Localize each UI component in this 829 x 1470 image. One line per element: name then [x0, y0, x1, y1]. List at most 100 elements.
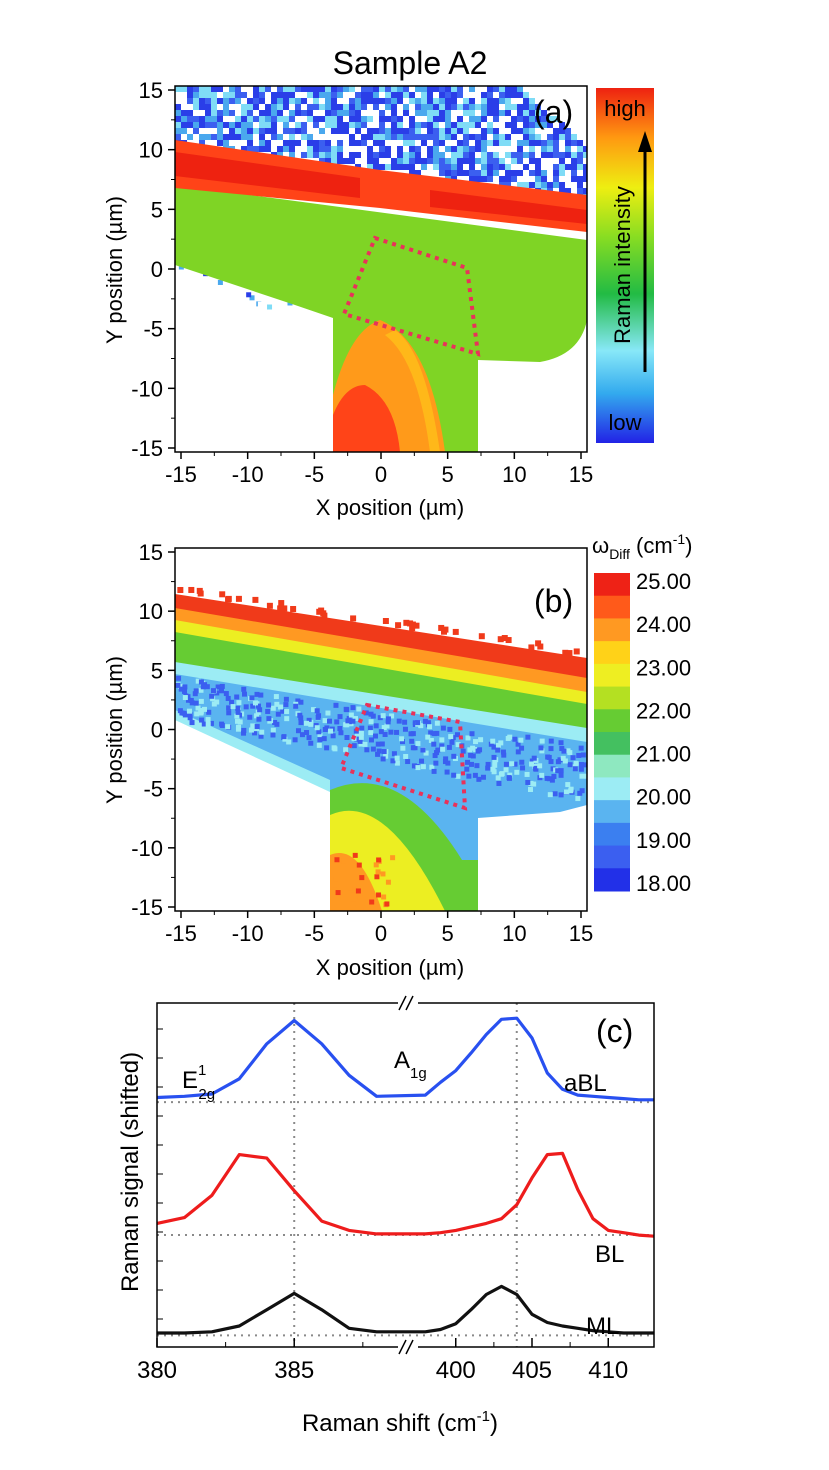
orange-band-b — [175, 607, 587, 692]
peak-label-a1g-sub: 1g — [410, 1065, 427, 1082]
colorbar-a-high: high — [604, 96, 646, 121]
x-tick-label-a: -5 — [305, 462, 325, 487]
panel-c: 380 385 400 405 410 (c) E1 2g A1g aBL BL ML R… — [117, 995, 655, 1437]
cyan-lower-edge-b — [175, 710, 330, 792]
axes-b: -15 -10 -5 0 5 10 15 15 10 5 0 -5 -10 -15 — [131, 540, 593, 946]
x-tick-label-b: 15 — [569, 921, 593, 946]
y-tick-label-a: 5 — [151, 197, 163, 222]
colorbar-b-step — [594, 641, 630, 665]
x-tick-label-c: 380 — [137, 1357, 177, 1384]
bilayer-band-a-core2 — [430, 190, 587, 224]
panel-label-c: (c) — [596, 1013, 633, 1049]
reference-lines-c — [157, 1003, 654, 1347]
spectra-c — [156, 1016, 655, 1335]
x-tick-label-a: -15 — [165, 462, 197, 487]
colorbar-a-label: Raman intensity — [610, 186, 635, 344]
noise-region-a — [175, 86, 587, 336]
x-tick-label-b: -15 — [165, 921, 197, 946]
panel-label-b: (b) — [534, 583, 573, 619]
x-tick-label-b: -5 — [305, 921, 325, 946]
y-axis-label-c: Raman signal (shifted) — [117, 1052, 144, 1292]
colorbar-b-step — [594, 709, 630, 733]
colorbar-b-title-close: ) — [685, 533, 692, 558]
x-axis-label-a: X position (µm) — [316, 495, 464, 520]
peak-label-a1g-main: A — [394, 1047, 410, 1074]
colorbar-b-step — [594, 845, 630, 869]
colorbar-b-step — [594, 800, 630, 824]
x-axis-label-c: Raman shift (cm-1) — [302, 1408, 498, 1437]
x-axis-label-c-main: Raman shift (cm — [302, 1410, 477, 1437]
x-tick-label-b: -10 — [232, 921, 264, 946]
panel-label-a: (a) — [534, 94, 573, 130]
y-tick-label-b: -15 — [131, 895, 163, 920]
colorbar-b-step — [594, 595, 630, 619]
heatmap-b — [175, 548, 587, 911]
y-tick-label-a: -10 — [131, 376, 163, 401]
stem-orange-b — [330, 852, 382, 911]
x-tick-label-a: 15 — [569, 462, 593, 487]
colorbar-b-step — [594, 573, 630, 597]
axes-a: -15 -10 -5 0 5 10 15 15 10 5 0 -5 -10 -15 — [131, 78, 593, 487]
x-tick-label-b: 10 — [502, 921, 526, 946]
colorbar-b-step — [594, 822, 630, 847]
colorbar-b-tick-label: 22.00 — [636, 698, 691, 723]
y-axis-label-a: Y position (µm) — [102, 196, 127, 344]
colorbar-b-title-sup: -1 — [673, 531, 686, 547]
colorbar-a: high low Raman intensity — [596, 88, 654, 443]
x-tick-label-a: 10 — [502, 462, 526, 487]
colorbar-b-step — [594, 777, 630, 801]
colorbar-b-tick-label: 21.00 — [636, 742, 691, 767]
colorbar-b-tick-label: 23.00 — [636, 655, 691, 680]
panel-a: -15 -10 -5 0 5 10 15 15 10 5 0 -5 -10 -15 (a) X posit… — [102, 78, 654, 520]
x-tick-label-c: 385 — [274, 1357, 314, 1384]
y-tick-label-b: 0 — [151, 718, 163, 743]
colorbar-b-tick-label: 20.00 — [636, 785, 691, 810]
peak-label-e2g: E1 2g — [182, 1062, 215, 1103]
colorbar-b-step — [594, 686, 630, 710]
x-tick-label-a: 5 — [442, 462, 454, 487]
colorbar-b-tick-label: 25.00 — [636, 569, 691, 594]
noise-region-b — [175, 586, 587, 911]
spectrum-BL — [156, 1151, 655, 1238]
curve-label-abl: aBL — [564, 1070, 607, 1097]
y-tick-label-a: 10 — [139, 138, 163, 163]
x-axis-label-c-close: ) — [490, 1410, 498, 1437]
colorbar-b: ωDiff (cm-1) 25.00 24.00 23.00 22.00 21.00 20… — [592, 531, 692, 896]
x-tick-label-c: 400 — [436, 1357, 476, 1384]
colorbar-b-title-sub: Diff — [609, 546, 630, 562]
colorbar-b-step — [594, 618, 630, 642]
colorbar-b-tick-label: 24.00 — [636, 612, 691, 637]
colorbar-b-step — [594, 754, 630, 778]
y-tick-label-b: 10 — [139, 599, 163, 624]
x-tick-label-b: 0 — [375, 921, 387, 946]
y-tick-label-a: 15 — [139, 78, 163, 103]
yellow-band-b — [175, 618, 587, 704]
colorbar-b-steps: 25.00 24.00 23.00 22.00 21.00 20.00 19.00 18.00 — [594, 569, 691, 896]
colorbar-b-title: ωDiff (cm-1) — [592, 531, 692, 562]
axes-c: 380 385 400 405 410 — [137, 1028, 628, 1384]
peak-label-e2g-sub: 2g — [198, 1086, 215, 1103]
curve-label-ml: ML — [586, 1313, 619, 1340]
axis-break-top — [398, 995, 418, 1011]
roi-outline-a — [341, 235, 481, 357]
colorbar-b-step — [594, 663, 630, 688]
axis-break-bottom — [398, 1339, 418, 1355]
y-tick-label-a: -15 — [131, 436, 163, 461]
y-tick-label-a: -5 — [143, 317, 163, 342]
x-tick-label-b: 5 — [442, 921, 454, 946]
x-axis-label-c-sup: -1 — [477, 1408, 490, 1425]
x-tick-label-c: 410 — [588, 1357, 628, 1384]
colorbar-b-step — [594, 732, 630, 756]
y-axis-label-b: Y position (µm) — [102, 656, 127, 804]
y-tick-label-b: -5 — [143, 777, 163, 802]
bilayer-band-a-core — [175, 152, 360, 198]
spectrum-aBL — [156, 1016, 654, 1102]
y-tick-label-a: 0 — [151, 257, 163, 282]
colorbar-a-arrow-head — [638, 131, 652, 152]
x-axis-label-b: X position (µm) — [316, 955, 464, 980]
cyan-edge-b — [175, 660, 587, 742]
heatmap-a — [175, 86, 587, 452]
x-tick-label-a: -10 — [232, 462, 264, 487]
panel-b: -15 -10 -5 0 5 10 15 15 10 5 0 -5 -10 -15 (b) X posit… — [102, 531, 692, 980]
